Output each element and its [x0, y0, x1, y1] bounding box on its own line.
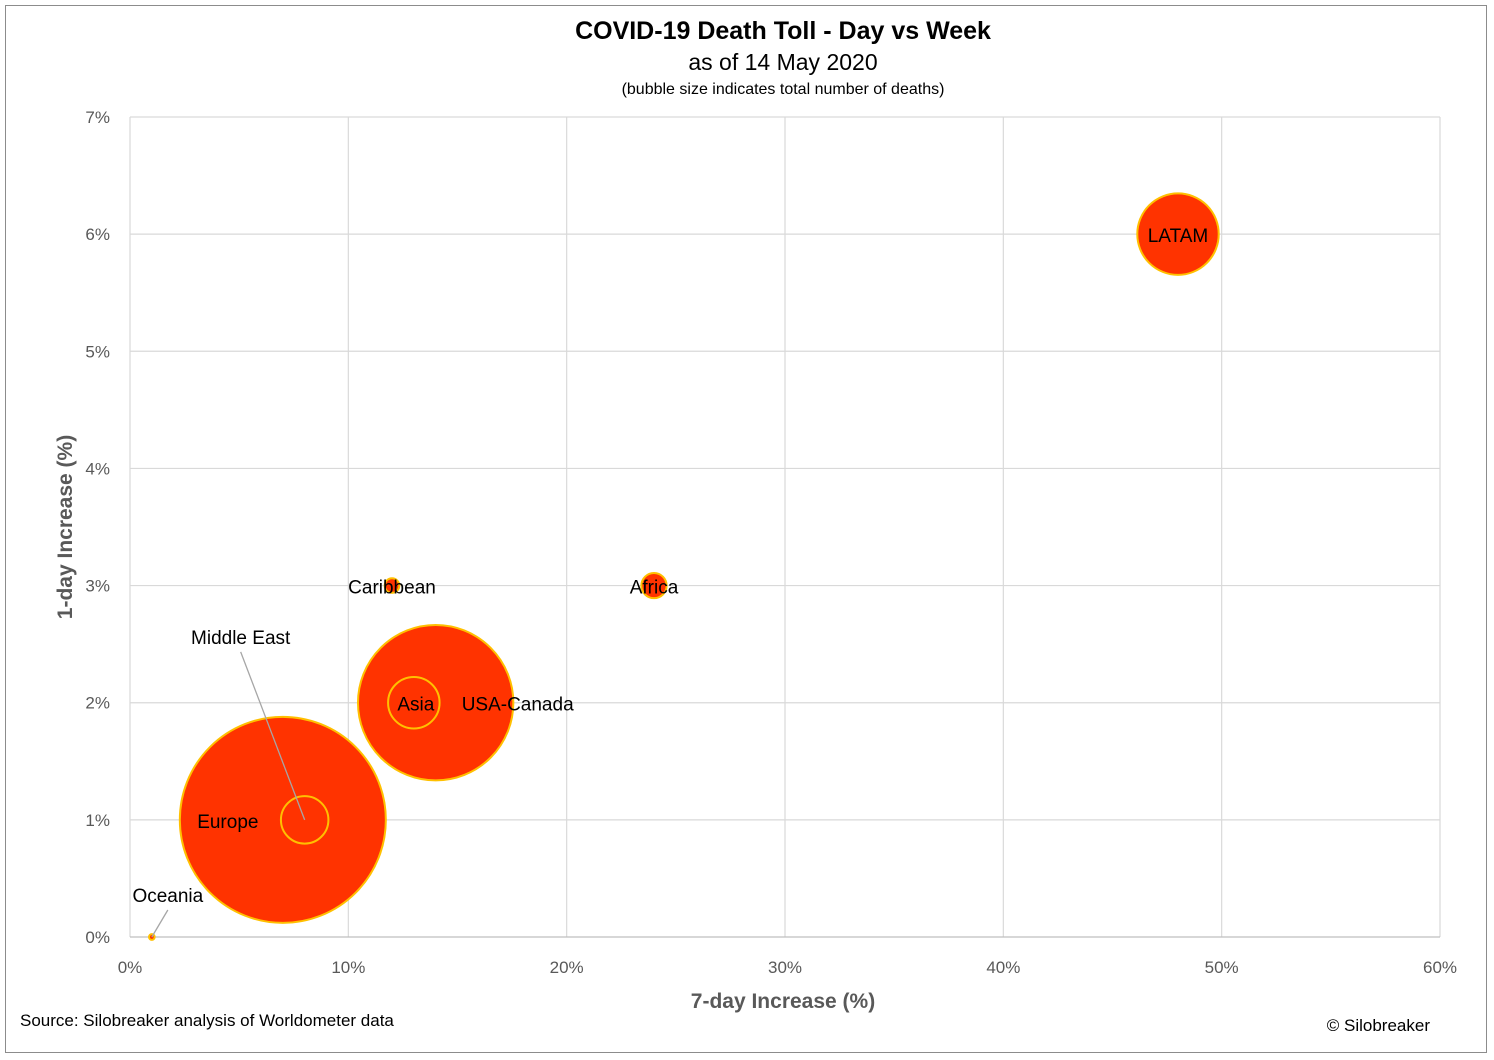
x-tick-label: 10% — [331, 958, 365, 977]
y-tick-label: 5% — [85, 342, 110, 361]
chart-frame — [5, 5, 1487, 1053]
bubble-labels: Europe USA-Canada LATAM Asia Middle East Afri… — [132, 226, 1208, 907]
label-caribbean: Caribbean — [348, 578, 436, 599]
y-tick-label: 7% — [85, 108, 110, 127]
label-usa-canada: USA-Canada — [462, 695, 574, 716]
source-note: Source: Silobreaker analysis of Worldome… — [20, 1011, 394, 1030]
y-tick-label: 1% — [85, 811, 110, 830]
leader-line-middle-east — [240, 651, 306, 821]
x-axis-title: 7-day Increase (%) — [691, 990, 875, 1013]
y-axis-ticks: 0% 1% 2% 3% 4% 5% 6% 7% — [85, 108, 110, 947]
x-axis-ticks: 0% 10% 20% 30% 40% 50% 60% — [118, 958, 1457, 977]
bubbles — [148, 192, 1220, 941]
y-tick-label: 2% — [85, 694, 110, 713]
y-axis-title: 1-day Increase (%) — [54, 435, 77, 619]
y-tick-label: 4% — [85, 459, 110, 478]
label-africa: Africa — [630, 578, 679, 599]
label-europe: Europe — [197, 812, 258, 833]
x-tick-label: 30% — [768, 958, 802, 977]
chart-title: COVID-19 Death Toll - Day vs Week — [575, 17, 991, 45]
leader-line-oceania — [151, 909, 169, 938]
x-tick-label: 40% — [986, 958, 1020, 977]
x-tick-label: 0% — [118, 958, 143, 977]
x-tick-label: 60% — [1423, 958, 1457, 977]
x-tick-label: 20% — [550, 958, 584, 977]
bubble-asia — [387, 675, 441, 730]
chart-note: (bubble size indicates total number of d… — [622, 81, 945, 98]
copyright: © Silobreaker — [1327, 1016, 1431, 1035]
y-tick-label: 3% — [85, 577, 110, 596]
gridlines — [129, 116, 1441, 938]
y-tick-label: 0% — [85, 928, 110, 947]
bubble-caribbean — [383, 577, 401, 594]
label-latam: LATAM — [1148, 226, 1209, 247]
label-middle-east: Middle East — [191, 628, 291, 649]
bubble-latam — [1136, 192, 1220, 276]
chart-subtitle: as of 14 May 2020 — [688, 49, 877, 75]
bubble-africa — [640, 571, 668, 600]
label-oceania: Oceania — [132, 886, 203, 907]
leader-lines — [151, 651, 306, 938]
y-tick-label: 6% — [85, 225, 110, 244]
label-asia: Asia — [397, 695, 434, 716]
x-tick-label: 50% — [1205, 958, 1239, 977]
